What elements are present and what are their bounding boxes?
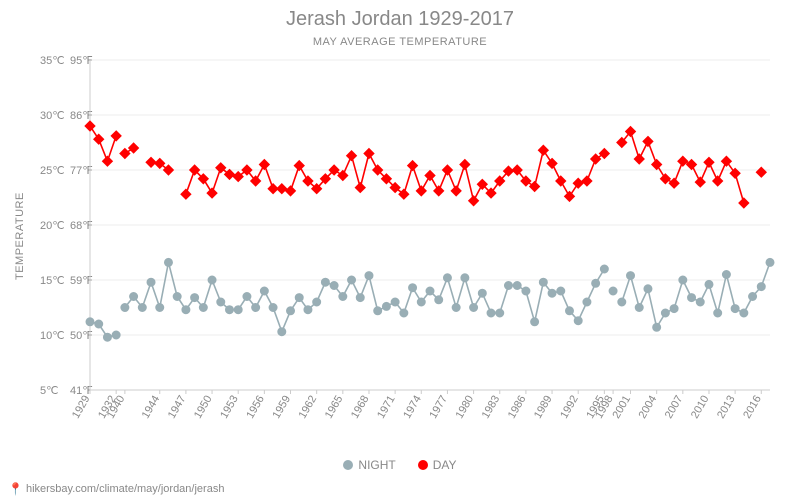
svg-text:1989: 1989 bbox=[532, 394, 555, 421]
legend-swatch-icon bbox=[418, 460, 428, 470]
footer-attribution: 📍 hikersbay.com/climate/may/jordan/jeras… bbox=[8, 482, 224, 496]
svg-text:35℃: 35℃ bbox=[40, 55, 65, 67]
svg-text:1929: 1929 bbox=[70, 394, 93, 421]
svg-text:1992: 1992 bbox=[558, 394, 581, 421]
svg-text:1944: 1944 bbox=[140, 394, 163, 421]
svg-text:1968: 1968 bbox=[349, 394, 372, 421]
svg-text:15℃: 15℃ bbox=[40, 275, 65, 287]
svg-text:1953: 1953 bbox=[218, 394, 241, 421]
footer-text: hikersbay.com/climate/may/jordan/jerash bbox=[26, 483, 224, 495]
svg-text:1965: 1965 bbox=[323, 394, 346, 421]
svg-text:2013: 2013 bbox=[715, 394, 738, 421]
legend-label: NIGHT bbox=[358, 458, 395, 472]
svg-text:1986: 1986 bbox=[506, 394, 529, 421]
map-pin-icon: 📍 bbox=[8, 482, 23, 496]
svg-text:1983: 1983 bbox=[480, 394, 503, 421]
svg-text:1956: 1956 bbox=[244, 394, 267, 421]
svg-text:86℉: 86℉ bbox=[70, 110, 93, 122]
svg-text:77℉: 77℉ bbox=[70, 165, 93, 177]
svg-text:1950: 1950 bbox=[192, 394, 215, 421]
svg-text:2001: 2001 bbox=[610, 394, 633, 421]
svg-text:1947: 1947 bbox=[166, 394, 189, 421]
svg-text:1974: 1974 bbox=[401, 394, 424, 421]
svg-text:95℉: 95℉ bbox=[70, 55, 93, 67]
svg-text:20℃: 20℃ bbox=[40, 220, 65, 232]
svg-text:1959: 1959 bbox=[270, 394, 293, 421]
svg-text:1962: 1962 bbox=[297, 394, 320, 421]
legend: NIGHT DAY bbox=[0, 458, 800, 472]
legend-swatch-icon bbox=[343, 460, 353, 470]
svg-text:2007: 2007 bbox=[663, 394, 686, 421]
chart-container: Jerash Jordan 1929-2017 MAY AVERAGE TEMP… bbox=[0, 0, 800, 500]
y-axis-label: TEMPERATURE bbox=[14, 192, 26, 280]
svg-text:10℃: 10℃ bbox=[40, 330, 65, 342]
svg-text:30℃: 30℃ bbox=[40, 110, 65, 122]
chart-subtitle: MAY AVERAGE TEMPERATURE bbox=[0, 36, 800, 48]
svg-text:5℃: 5℃ bbox=[40, 385, 58, 397]
svg-text:50℉: 50℉ bbox=[70, 330, 93, 342]
chart-title: Jerash Jordan 1929-2017 bbox=[0, 8, 800, 31]
svg-text:2004: 2004 bbox=[637, 394, 660, 421]
legend-item: DAY bbox=[418, 458, 457, 472]
svg-text:59℉: 59℉ bbox=[70, 275, 93, 287]
svg-text:68℉: 68℉ bbox=[70, 220, 93, 232]
svg-text:2010: 2010 bbox=[689, 394, 712, 421]
svg-text:2016: 2016 bbox=[741, 394, 764, 421]
legend-label: DAY bbox=[433, 458, 457, 472]
svg-text:1977: 1977 bbox=[427, 394, 450, 421]
legend-item: NIGHT bbox=[343, 458, 395, 472]
svg-text:25℃: 25℃ bbox=[40, 165, 65, 177]
svg-text:1971: 1971 bbox=[375, 394, 398, 421]
svg-text:1980: 1980 bbox=[454, 394, 477, 421]
chart-plot: 5℃41℉10℃50℉15℃59℉20℃68℉25℃77℉30℃86℉35℃95… bbox=[0, 0, 800, 500]
